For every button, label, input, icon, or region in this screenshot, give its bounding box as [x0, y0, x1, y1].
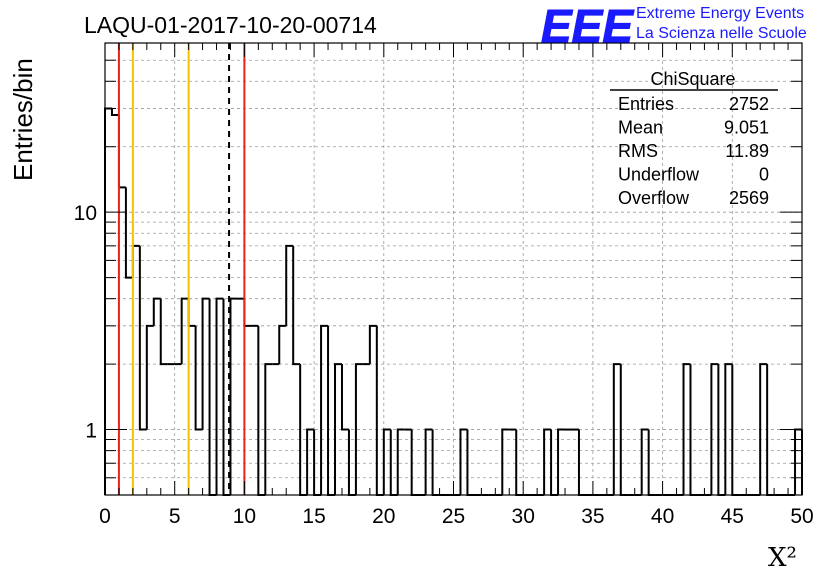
histogram-bin: [759, 363, 768, 495]
histogram-bin: [354, 363, 363, 495]
histogram-bin: [285, 244, 294, 326]
stats-row-label: Entries: [618, 94, 674, 114]
x-tick-labels: 0 5 10 15 20 25 30 35 40 45 50: [99, 505, 814, 528]
histogram-bin: [396, 428, 405, 495]
histogram-bin: [152, 297, 161, 326]
x-tick-label: 50: [790, 505, 813, 528]
histogram-bin: [229, 297, 238, 495]
histogram-bin: [368, 324, 377, 365]
histogram-bin: [306, 428, 315, 495]
histogram-bin: [724, 363, 733, 495]
histogram-bin: [117, 114, 126, 189]
histogram-bin: [104, 107, 112, 495]
logo-line2: La Scienza nelle Scuole: [636, 25, 807, 42]
stats-row-value: 9.051: [724, 118, 769, 138]
marker-lines: [117, 43, 246, 495]
histogram-bin: [640, 428, 649, 495]
histogram-bin: [201, 297, 210, 430]
x-tick-label: 25: [442, 505, 465, 528]
histogram-bin: [375, 325, 384, 496]
stats-box: ChiSquare Entries 2752 Mean 9.051 RMS 11.89 Un…: [610, 69, 778, 208]
histogram-bin: [424, 428, 433, 495]
stats-row-value: 2752: [729, 94, 769, 114]
histogram-bin: [710, 363, 719, 495]
histogram-bin: [138, 245, 147, 431]
histogram-bin: [292, 245, 301, 366]
x-tick-label: 15: [302, 505, 325, 528]
stats-row-label: RMS: [618, 141, 658, 161]
y-axis-label: Entries/bin: [8, 58, 38, 181]
histogram-bin: [131, 244, 140, 278]
stats-row-value: 0: [759, 165, 769, 185]
histogram-bin: [327, 325, 336, 496]
histogram-bin: [682, 363, 691, 495]
histogram-bin: [557, 428, 566, 495]
x-tick-label: 0: [99, 505, 111, 528]
histogram-bin: [215, 297, 224, 495]
histogram-bin: [543, 428, 552, 495]
histogram-bin: [243, 298, 252, 327]
histogram-bin: [180, 297, 189, 365]
histogram-bin: [501, 428, 510, 495]
histogram-bin: [382, 428, 391, 495]
x-tick-label: 10: [233, 505, 256, 528]
histogram-bin: [110, 108, 119, 116]
grid: [105, 43, 802, 495]
axis-ticks: [104, 43, 803, 495]
histogram-bin: [612, 363, 621, 495]
histogram-bin: [257, 325, 266, 496]
x-tick-label: 5: [169, 505, 181, 528]
histogram-bin: [459, 428, 468, 495]
stats-row-value: 11.89: [725, 141, 769, 161]
histogram-bin: [340, 364, 349, 431]
stats-row-label: Mean: [618, 118, 663, 138]
histogram-bin: [334, 363, 342, 495]
x-tick-label: 40: [651, 505, 674, 528]
x-tick-label: 35: [581, 505, 604, 528]
y-tick-label: 10: [74, 202, 97, 225]
x-axis-label: X²: [768, 543, 797, 572]
stats-row-label: Underflow: [618, 165, 700, 185]
histogram-bin: [278, 324, 287, 365]
eee-logo: EEE Extreme Energy Events La Scienza nel…: [541, 0, 807, 53]
x-tick-label: 45: [721, 505, 744, 528]
histogram-bin: [145, 324, 154, 430]
logo-text: EEE: [541, 0, 634, 52]
y-tick-labels: 1 10: [74, 202, 97, 442]
stats-row-label: Overflow: [618, 188, 690, 208]
histogram-bin: [124, 187, 133, 279]
histogram-bin: [264, 363, 273, 495]
histogram-bin: [208, 298, 217, 496]
stats-row-value: 2569: [729, 188, 769, 208]
histogram-bin: [187, 298, 196, 327]
histogram-bin: [194, 325, 203, 431]
x-tick-label: 20: [372, 505, 395, 528]
stats-title: ChiSquare: [650, 69, 735, 89]
logo-line1: Extreme Energy Events: [636, 5, 804, 22]
y-tick-label: 1: [85, 420, 97, 443]
histogram-bin: [159, 298, 168, 366]
histogram-bin: [320, 324, 329, 495]
x-tick-label: 30: [512, 505, 535, 528]
chart-title: LAQU-01-2017-10-20-00714: [84, 12, 377, 38]
